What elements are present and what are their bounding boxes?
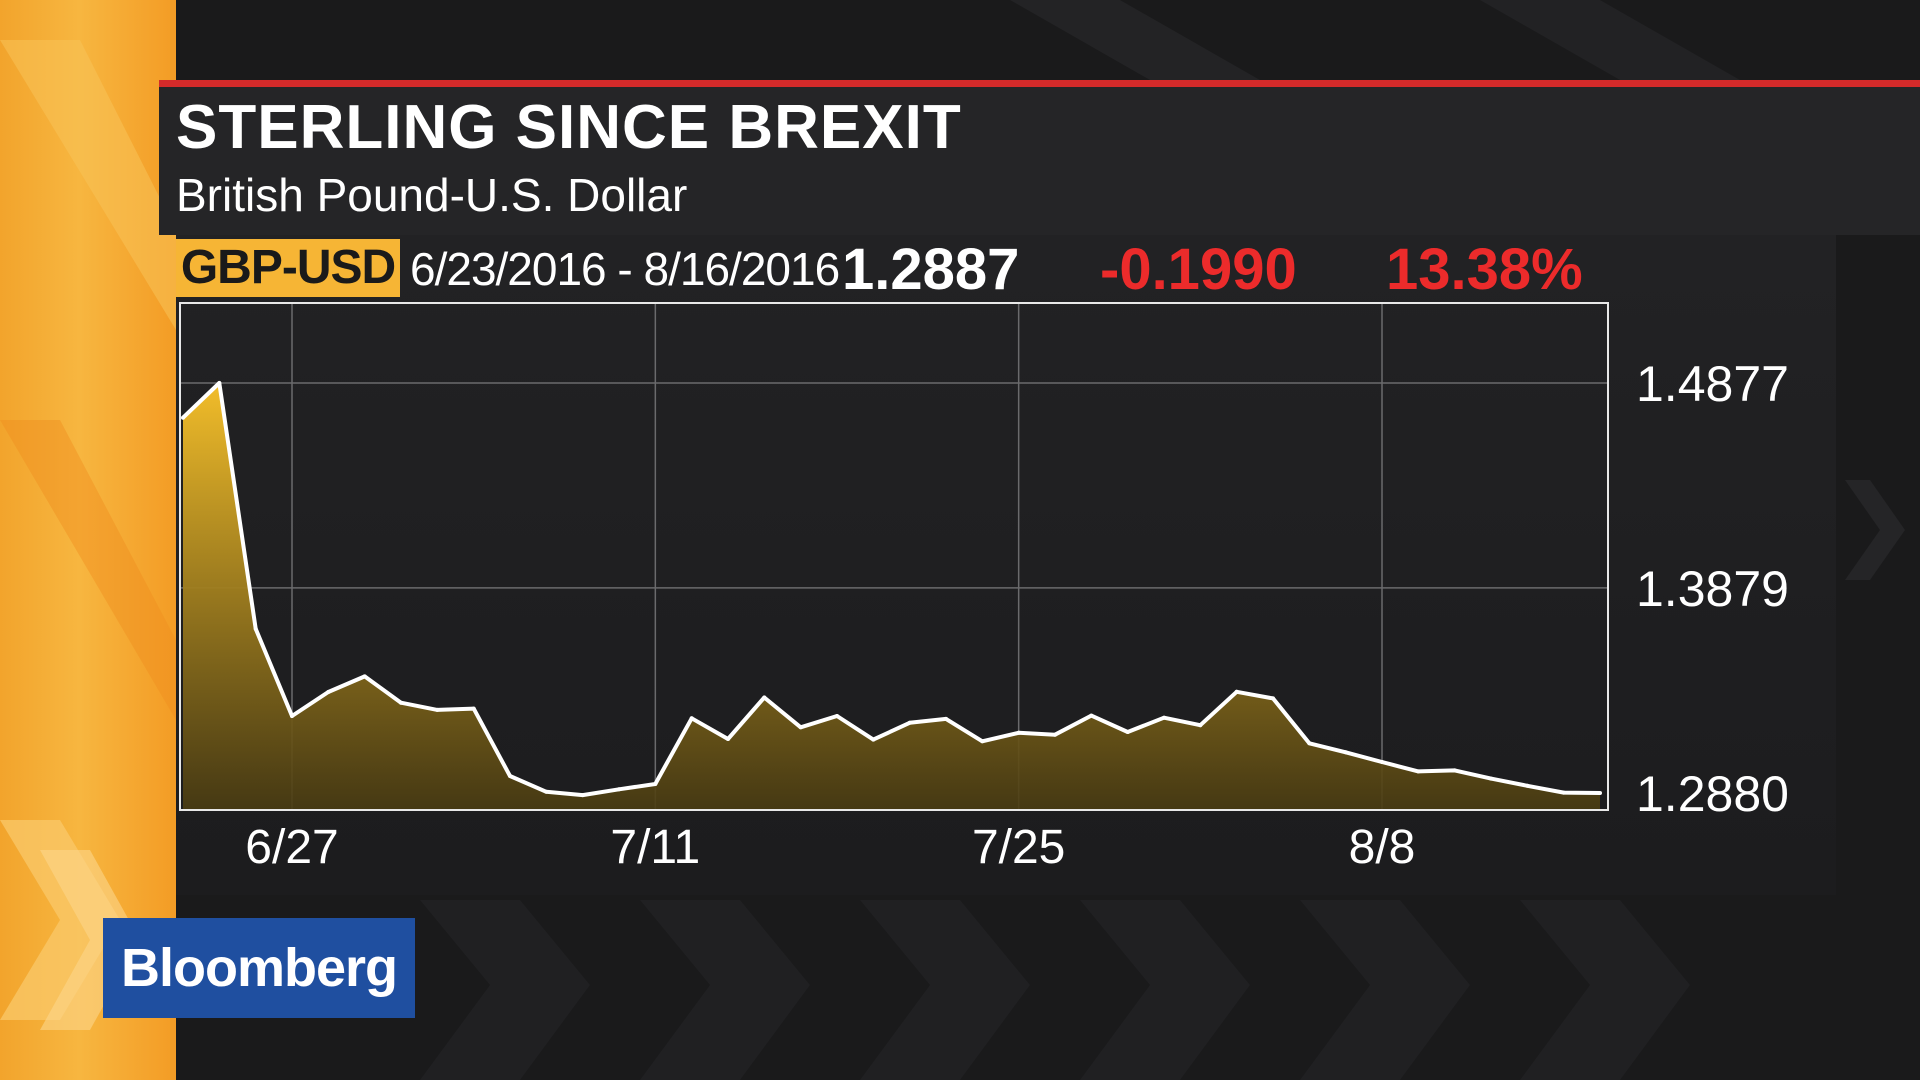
series-point [1489, 776, 1493, 781]
left-accent-strip [0, 0, 176, 1080]
series-point [1125, 730, 1130, 734]
y-tick-label: 1.2880 [1636, 766, 1789, 822]
chart-grid [180, 303, 1608, 810]
series-point [253, 626, 258, 631]
x-tick-label: 8/8 [1349, 821, 1416, 874]
series-point [1598, 791, 1602, 795]
title-bar [159, 87, 1920, 235]
series-point [1053, 732, 1057, 737]
series-point [1271, 696, 1275, 701]
series-point [1561, 790, 1566, 795]
x-tick-label: 7/11 [610, 821, 700, 874]
series-point [1198, 723, 1203, 728]
series-point [1452, 768, 1457, 773]
series-point [362, 674, 367, 679]
series-point [1525, 783, 1530, 788]
series-point [980, 739, 985, 744]
series-point [471, 706, 476, 711]
net-change: -0.1990 [1100, 237, 1297, 302]
y-axis: 1.4877 1.3879 1.2880 [1636, 356, 1789, 822]
series-point [181, 415, 185, 420]
bloomberg-logo: Bloomberg [103, 918, 415, 1018]
series-points [181, 381, 1602, 798]
series-point [217, 381, 222, 385]
series-point [653, 782, 658, 786]
x-tick-label: 6/27 [245, 821, 338, 874]
last-value: 1.2887 [842, 237, 1020, 302]
series-point [689, 716, 694, 721]
y-tick-label: 1.3879 [1636, 561, 1789, 617]
series-point [435, 707, 440, 712]
series-point [617, 787, 621, 792]
series-point [544, 789, 549, 794]
series-point [1016, 730, 1021, 735]
series-point [944, 716, 948, 721]
series-point [907, 720, 912, 725]
percent-change: 13.38% [1386, 237, 1583, 302]
series-line [181, 381, 1601, 798]
series-point [399, 700, 403, 705]
series-point [326, 690, 331, 694]
series-point [1343, 750, 1348, 755]
series-point [1380, 760, 1384, 764]
header-red-rule [159, 80, 1920, 87]
series-point [1307, 741, 1312, 746]
y-tick-label: 1.4877 [1636, 356, 1789, 412]
series-point [508, 774, 512, 778]
series-point [798, 725, 803, 730]
series-point [726, 737, 730, 741]
series-area [183, 383, 1600, 810]
series-point [871, 737, 876, 742]
x-axis: 6/27 7/11 7/25 8/8 [245, 821, 1415, 874]
ticker-badge: GBP-USD [176, 239, 400, 297]
series-point [1416, 769, 1421, 774]
page-subtitle: British Pound-U.S. Dollar [176, 169, 688, 221]
series-point [762, 695, 767, 700]
plot-frame [179, 302, 1609, 811]
series-point [1162, 715, 1166, 720]
series-point [1089, 713, 1094, 718]
date-range: 6/23/2016 - 8/16/2016 [410, 243, 840, 295]
series-point [1234, 689, 1239, 694]
x-tick-label: 7/25 [972, 821, 1065, 874]
series-point [290, 714, 294, 718]
page-title: STERLING SINCE BREXIT [176, 93, 962, 162]
series-point [835, 714, 839, 718]
series-point [580, 793, 585, 798]
